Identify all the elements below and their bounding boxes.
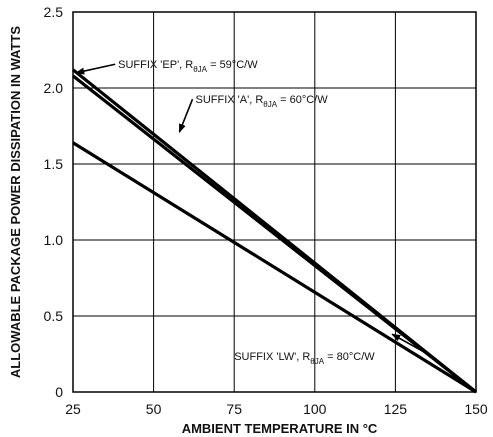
series-line — [72, 74, 477, 394]
series-line — [72, 141, 477, 394]
x-axis-label: AMBIENT TEMPERATURE IN °C — [182, 421, 378, 436]
annotation-arrow — [178, 98, 194, 134]
x-tick-label: 125 — [384, 401, 408, 417]
y-tick-label: 2.5 — [44, 4, 64, 20]
grid — [72, 11, 477, 393]
x-tick-label: 150 — [464, 401, 488, 417]
annotation-arrow — [391, 333, 425, 353]
annotation-label: SUFFIX 'LW', RθJA = 80°C/W — [234, 351, 375, 366]
x-tick-label: 50 — [146, 401, 162, 417]
plot-frame — [72, 11, 477, 393]
y-tick-label: 1.0 — [44, 232, 64, 248]
annotation-arrow — [75, 63, 116, 75]
series-lines — [72, 68, 477, 394]
x-tick-label: 25 — [65, 401, 81, 417]
y-axis-label: ALLOWABLE PACKAGE POWER DISSIPATION IN W… — [8, 26, 23, 379]
tick-labels: 25 50 75 100 125 150 0 0.5 1.0 1.5 2.0 2.5 — [44, 4, 488, 417]
x-tick-label: 75 — [226, 401, 242, 417]
y-tick-label: 2.0 — [44, 80, 64, 96]
y-tick-label: 1.5 — [44, 156, 64, 172]
x-tick-label: 100 — [303, 401, 327, 417]
y-tick-label: 0.5 — [44, 308, 64, 324]
annotation-label: SUFFIX 'A', RθJA = 60°C/W — [196, 94, 329, 109]
y-tick-label: 0 — [55, 384, 63, 400]
annotations: SUFFIX 'EP', RθJA = 59°C/W SUFFIX 'A', Rθ… — [75, 59, 425, 366]
annotation-label: SUFFIX 'EP', RθJA = 59°C/W — [118, 59, 258, 74]
